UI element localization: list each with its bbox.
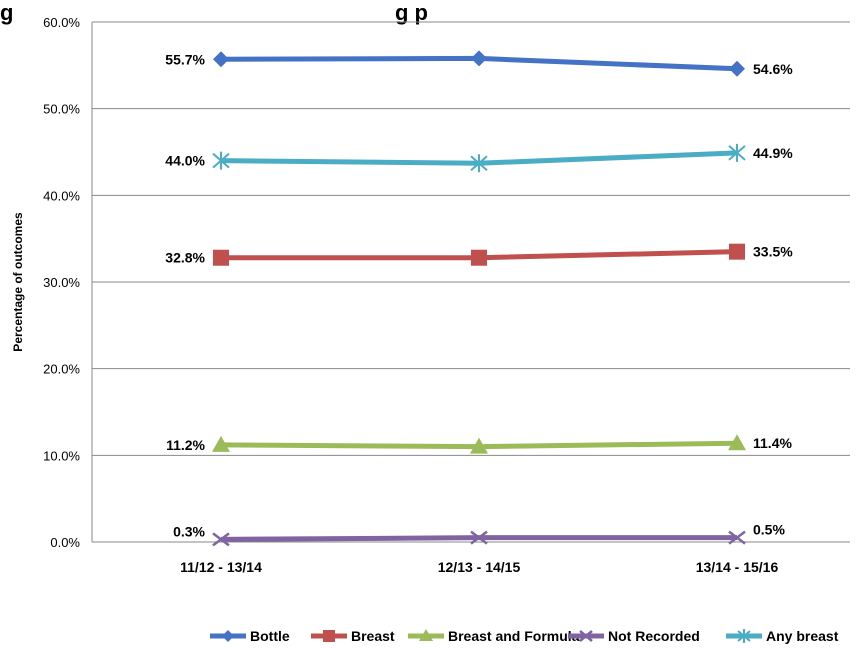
x-tick-label: 13/14 - 15/16	[696, 559, 779, 575]
data-point	[470, 530, 488, 545]
legend-swatch-marker	[323, 630, 335, 642]
series-breast	[213, 243, 745, 266]
data-point	[470, 154, 488, 173]
y-tick-label: 20.0%	[43, 362, 80, 377]
legend-swatch-marker	[419, 629, 433, 641]
legend: Bottle Breast Breast and Formula Not Record…	[210, 628, 839, 644]
data-label: 0.5%	[753, 522, 785, 538]
data-labels: 55.7% 54.6% 32.8% 33.5% 11.2% 11.4% 0.3% 0.5% 44…	[165, 51, 793, 539]
legend-swatch-marker	[737, 629, 751, 643]
y-tick-label: 0.0%	[50, 535, 80, 550]
series-layer	[212, 50, 746, 547]
y-tick-label: 10.0%	[43, 448, 80, 463]
data-point	[470, 437, 488, 454]
data-point	[213, 249, 229, 266]
data-point	[471, 50, 487, 67]
x-axis-ticks: 11/12 - 13/14 12/13 - 14/15 13/14 - 15/16	[180, 559, 778, 575]
series-breast-and-formula	[212, 434, 746, 454]
legend-item: Bottle	[210, 628, 290, 644]
legend-item: Breast and Formula	[408, 628, 580, 644]
data-point	[729, 243, 745, 260]
legend-item: Not Recorded	[568, 628, 700, 644]
y-tick-label: 40.0%	[43, 188, 80, 203]
data-point	[729, 60, 745, 77]
y-tick-label: 30.0%	[43, 275, 80, 290]
legend-label: Not Recorded	[608, 628, 700, 644]
data-point	[213, 51, 229, 68]
data-label: 11.2%	[166, 437, 205, 453]
legend-swatch-marker	[579, 630, 593, 642]
x-tick-label: 11/12 - 13/14	[180, 559, 262, 575]
data-label: 54.6%	[753, 61, 793, 77]
chart-title-fragment: g p	[395, 0, 428, 25]
data-point	[728, 530, 746, 545]
data-point	[728, 143, 746, 162]
data-label: 55.7%	[165, 51, 205, 67]
y-axis-label: Percentage of outcomes	[11, 212, 25, 352]
data-point	[212, 532, 230, 547]
series-any-breast	[212, 143, 746, 173]
legend-label: Any breast	[766, 628, 839, 644]
x-tick-label: 12/13 - 14/15	[438, 559, 521, 575]
data-point	[728, 434, 746, 451]
data-label: 32.8%	[165, 250, 205, 266]
data-point	[212, 151, 230, 170]
y-tick-label: 50.0%	[43, 102, 80, 117]
data-point	[212, 435, 230, 452]
gridlines	[91, 21, 850, 543]
data-label: 0.3%	[173, 523, 205, 539]
chart-title: g	[0, 0, 13, 25]
legend-label: Bottle	[250, 628, 290, 644]
legend-item: Breast	[311, 628, 395, 644]
series-not-recorded	[212, 530, 746, 547]
legend-label: Breast	[351, 628, 395, 644]
legend-item: Any breast	[726, 628, 839, 644]
y-axis-ticks: 0.0% 10.0% 20.0% 30.0% 40.0% 50.0% 60.0%	[43, 15, 80, 550]
data-label: 44.9%	[753, 145, 793, 161]
legend-label: Breast and Formula	[448, 628, 580, 644]
data-label: 33.5%	[753, 244, 793, 260]
data-label: 11.4%	[753, 435, 792, 451]
y-tick-label: 60.0%	[43, 15, 80, 30]
legend-swatch-marker	[222, 630, 234, 642]
data-point	[471, 249, 487, 266]
data-label: 44.0%	[165, 153, 205, 169]
series-bottle	[213, 50, 745, 77]
